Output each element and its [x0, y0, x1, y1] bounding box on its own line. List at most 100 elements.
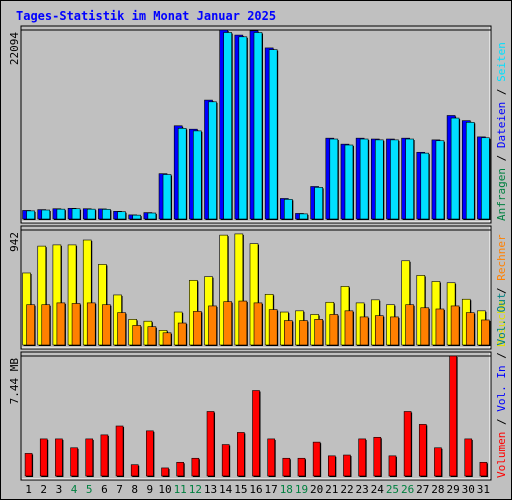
x-tick-label: 13 [204, 483, 217, 496]
legend-dateien: Dateien [495, 102, 508, 148]
bar-requests-seiten-24 [374, 139, 384, 220]
legend-anfragen: Anfragen [495, 168, 508, 221]
panel-volume-max-label: 7.44 MB [8, 358, 21, 405]
bar-volume-volumen-28 [434, 447, 442, 477]
bar-visits-rechner-11 [177, 322, 187, 346]
bar-visits-rechner-25 [390, 316, 399, 346]
panel-visits-legend: Besuche / Rechner [495, 234, 508, 347]
panel-visits: 942 Besuche / Rechner [8, 225, 508, 350]
x-tick-label: 25 [386, 483, 399, 496]
bar-volume-volumen-18 [282, 457, 291, 477]
bar-volume-volumen-7 [115, 425, 124, 477]
bar-requests-seiten-17 [268, 49, 278, 220]
bar-visits-rechner-3 [56, 302, 66, 346]
x-tick-label: 12 [189, 483, 202, 496]
x-tick-label: 22 [340, 483, 353, 496]
chart-title: Tages-Statistik im Monat Januar 2025 [16, 9, 276, 23]
legend-vol--in: Vol. In [495, 365, 508, 411]
legend-separator: / [495, 148, 508, 168]
legend-separator: / [495, 412, 508, 432]
x-tick-label: 28 [431, 483, 444, 496]
bar-visits-rechner-31 [481, 319, 490, 346]
bar-requests-seiten-26 [405, 138, 414, 220]
bar-visits-rechner-5 [86, 302, 96, 346]
bar-visits-rechner-28 [435, 308, 445, 346]
bar-requests-seiten-9 [147, 212, 157, 220]
bar-volume-volumen-9 [146, 430, 154, 477]
legend-separator: / [495, 281, 508, 301]
legend-vol--out: Vol. Out [495, 293, 508, 346]
bar-requests-seiten-3 [56, 208, 66, 220]
bar-volume-volumen-27 [418, 424, 427, 477]
bar-requests-seiten-16 [253, 32, 263, 220]
bar-visits-rechner-16 [253, 302, 263, 346]
bar-requests-seiten-7 [117, 211, 126, 220]
legend-besuche: Besuche [495, 301, 508, 347]
x-tick-label: 31 [477, 483, 490, 496]
panel-requests-max-label: 22094 [8, 32, 21, 65]
bar-visits-rechner-27 [420, 307, 430, 346]
x-tick-label: 18 [280, 483, 293, 496]
legend-rechner: Rechner [495, 234, 508, 281]
bar-requests-seiten-6 [102, 209, 111, 220]
bar-volume-volumen-3 [55, 438, 63, 477]
bar-volume-volumen-11 [176, 461, 184, 477]
bar-volume-volumen-21 [328, 455, 336, 477]
bar-visits-rechner-24 [374, 315, 384, 346]
x-tick-label: 19 [295, 483, 308, 496]
bar-volume-volumen-24 [373, 436, 382, 477]
bar-requests-seiten-5 [86, 208, 96, 220]
bar-requests-seiten-27 [420, 152, 430, 220]
x-tick-label: 17 [265, 483, 278, 496]
bar-volume-volumen-22 [343, 454, 351, 477]
bar-visits-rechner-10 [162, 332, 172, 346]
bar-visits-rechner-15 [238, 300, 248, 346]
x-tick-label: 27 [416, 483, 429, 496]
x-tick-label: 26 [401, 483, 414, 496]
bar-volume-volumen-23 [358, 438, 366, 477]
x-tick-label: 5 [86, 483, 93, 496]
bar-volume-volumen-14 [221, 444, 230, 477]
x-tick-label: 2 [40, 483, 47, 496]
bar-requests-seiten-14 [223, 32, 232, 220]
x-tick-label: 4 [71, 483, 78, 496]
bar-requests-seiten-20 [314, 187, 323, 220]
x-tick-label: 7 [116, 483, 123, 496]
bar-requests-seiten-29 [450, 117, 460, 220]
bar-requests-seiten-11 [177, 128, 187, 220]
legend-seiten: Seiten [495, 42, 508, 82]
x-tick-label: 1 [25, 483, 32, 496]
bar-volume-volumen-17 [267, 438, 275, 477]
bar-visits-rechner-26 [405, 304, 414, 346]
bar-visits-rechner-2 [41, 304, 51, 346]
x-tick-label: 10 [158, 483, 171, 496]
x-tick-label: 3 [56, 483, 63, 496]
bar-visits-rechner-4 [71, 303, 81, 346]
bar-volume-volumen-2 [39, 438, 48, 477]
x-tick-label: 29 [446, 483, 459, 496]
bar-volume-volumen-13 [206, 411, 215, 477]
x-tick-label: 23 [356, 483, 369, 496]
bar-requests-seiten-28 [435, 140, 445, 220]
bar-visits-rechner-12 [193, 311, 202, 346]
x-tick-label: 8 [131, 483, 138, 496]
bar-requests-seiten-31 [481, 137, 490, 220]
bar-volume-volumen-26 [403, 411, 412, 477]
bar-requests-seiten-13 [208, 101, 217, 220]
bar-volume-volumen-25 [388, 455, 397, 477]
bar-requests-seiten-30 [465, 122, 475, 220]
bar-visits-rechner-9 [147, 326, 157, 346]
bar-requests-seiten-10 [162, 174, 172, 220]
x-tick-label: 24 [371, 483, 385, 496]
bar-requests-seiten-4 [71, 208, 81, 220]
x-tick-label: 15 [234, 483, 247, 496]
bar-visits-rechner-30 [465, 312, 475, 346]
bar-visits-rechner-7 [117, 312, 126, 346]
bar-requests-seiten-12 [193, 130, 202, 220]
x-tick-label: 20 [310, 483, 323, 496]
bar-requests-seiten-25 [390, 139, 399, 220]
x-tick-label: 11 [174, 483, 187, 496]
bar-volume-volumen-6 [100, 434, 109, 477]
